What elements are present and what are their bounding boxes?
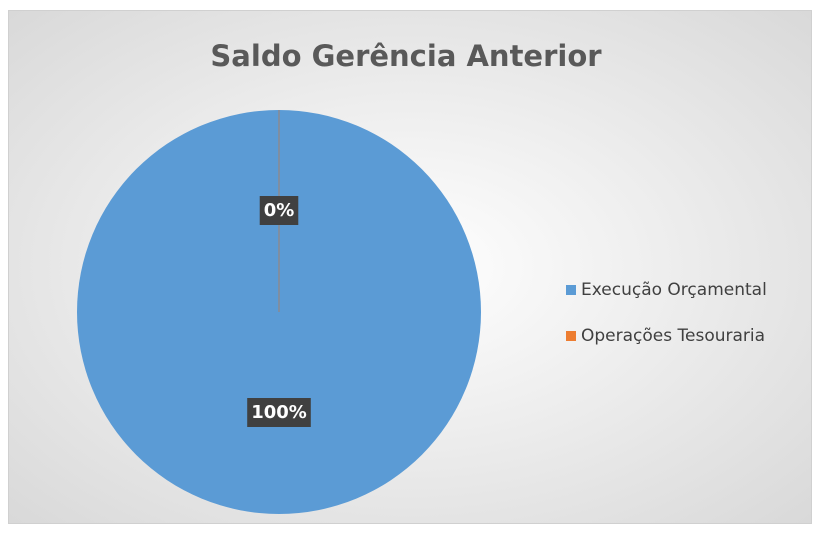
legend-label: Operações Tesouraria [581,326,765,346]
data-label: 0% [264,200,295,221]
chart-title: Saldo Gerência Anterior [210,39,602,73]
legend-label: Execução Orçamental [581,280,767,300]
legend-swatch [566,285,576,295]
legend-swatch [566,331,576,341]
pie [77,110,481,514]
data-label-box [247,398,311,427]
legend: Execução Orçamental Operações Tesouraria [566,280,767,346]
data-labels: 100% 0% [247,196,311,427]
data-label: 100% [251,402,307,423]
data-label-box [259,196,299,225]
